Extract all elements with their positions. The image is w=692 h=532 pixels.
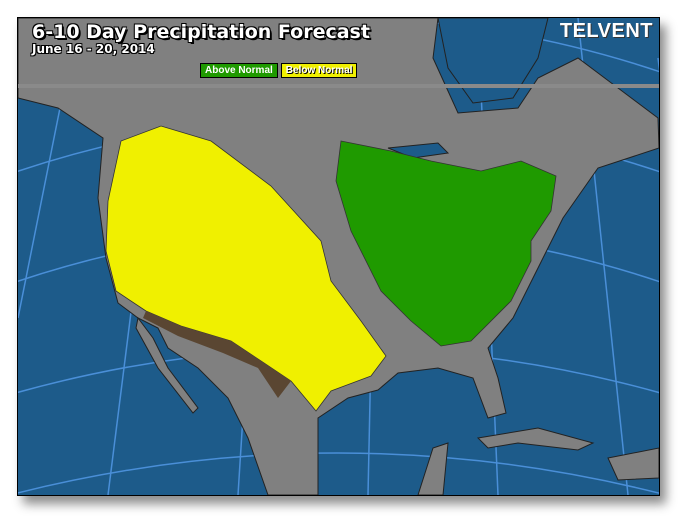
above-normal-region — [335, 140, 557, 347]
below-normal-region — [105, 125, 387, 412]
map-title: 6-10 Day Precipitation Forecast — [32, 21, 370, 43]
mexico-border-shading — [143, 311, 291, 398]
hudson-bay — [437, 18, 549, 104]
telvent-logo: TELVENT — [559, 20, 653, 42]
legend-below-normal: Below Normal — [280, 63, 358, 78]
legend-above-normal: Above Normal — [200, 63, 278, 78]
forecast-map-frame: 6-10 Day Precipitation Forecast June 16 … — [17, 17, 660, 496]
legend: Above Normal Below Normal — [200, 63, 358, 78]
date-range: June 16 - 20, 2014 — [32, 42, 155, 56]
header-band — [18, 84, 659, 88]
precipitation-map — [18, 18, 659, 495]
